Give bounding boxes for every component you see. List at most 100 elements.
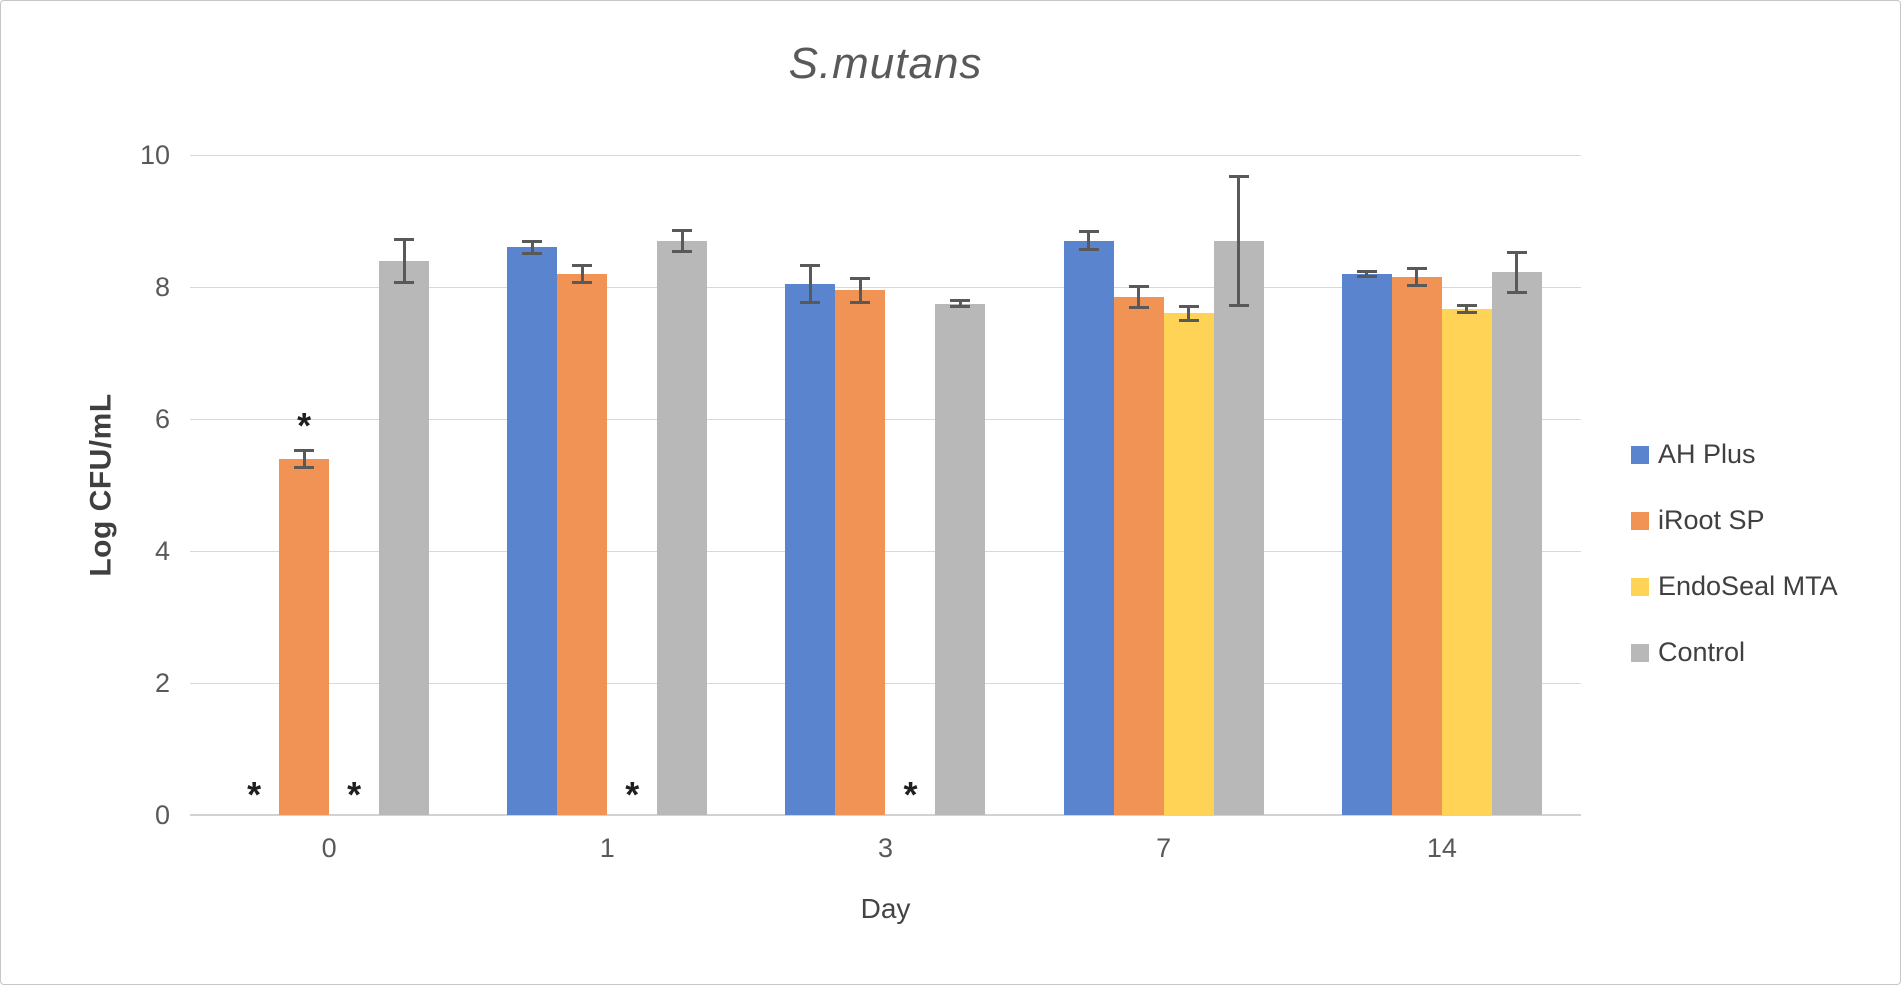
error-bar-ah-plus-day-7: [1078, 230, 1099, 252]
bar-slot-control-day-7: [1213, 155, 1264, 815]
legend-label: AH Plus: [1658, 439, 1756, 469]
x-tick-label: 14: [1426, 833, 1457, 863]
error-bar-cap-bottom: [1078, 248, 1099, 252]
error-bar-endoseal-mta-day-14: [1456, 303, 1477, 315]
error-bar-cap-bottom: [1456, 311, 1477, 315]
bar-control-day-7: [1213, 240, 1264, 815]
gridline: [190, 287, 1581, 288]
bar-ah-plus-day-3: [785, 283, 836, 815]
gridline: [190, 551, 1581, 552]
error-bar-iroot-sp-day-3: [850, 277, 871, 304]
error-bar-stem: [1187, 304, 1191, 322]
gridline: [190, 155, 1581, 156]
error-bar-stem: [580, 263, 584, 284]
legend-label: Control: [1658, 637, 1746, 667]
error-bar-cap-bottom: [950, 305, 971, 309]
error-bar-control-day-0: [394, 237, 415, 284]
error-bar-cap-bottom: [1406, 284, 1427, 287]
x-tick-label: 1: [599, 833, 615, 863]
category-group-day-3: * 3: [746, 155, 1024, 863]
missing-asterisk-endoseal-mta-day-1: *: [625, 774, 640, 815]
error-bar-cap-bottom: [800, 300, 821, 304]
legend-item-control: Control: [1631, 637, 1838, 668]
bar-slot-ah-plus-day-0: *: [229, 155, 279, 815]
bar-slot-endoseal-mta-day-14: [1441, 155, 1492, 815]
bar-endoseal-mta-day-7: [1163, 313, 1214, 815]
missing-asterisk-endoseal-mta-day-3: *: [903, 774, 918, 815]
x-axis-line: [190, 814, 1581, 816]
error-bar-cap-bottom: [394, 280, 415, 284]
legend-swatch-iroot-sp: [1631, 511, 1649, 530]
bar-slot-control-day-0: [379, 155, 430, 815]
category-group-day-0: * * * 0: [190, 155, 468, 863]
bar-slot-ah-plus-day-1: [507, 155, 558, 815]
error-bar-stem: [858, 277, 862, 304]
gridline: [190, 419, 1581, 420]
error-bar-stem: [1365, 269, 1369, 278]
bar-ah-plus-day-1: [507, 247, 558, 815]
error-bar-stem: [1415, 267, 1419, 287]
legend-swatch-endoseal-mta: [1631, 577, 1649, 596]
y-tick-label: 8: [154, 272, 170, 302]
bar-slot-endoseal-mta-day-0: *: [329, 155, 379, 815]
error-bar-iroot-sp-day-7: [1128, 285, 1149, 309]
error-bar-control-day-1: [672, 228, 693, 253]
bar-slot-ah-plus-day-14: [1341, 155, 1392, 815]
error-bar-stem: [1137, 285, 1141, 309]
error-bar-stem: [1515, 250, 1519, 295]
error-bar-iroot-sp-day-14: [1406, 267, 1427, 287]
missing-asterisk-ah-plus-day-0: *: [247, 774, 262, 815]
bar-slot-iroot-sp-day-0: *: [279, 155, 330, 815]
error-bar-cap-bottom: [572, 280, 593, 284]
chart-title: S.mutans: [788, 39, 983, 88]
error-bar-endoseal-mta-day-7: [1178, 304, 1199, 322]
bar-slot-control-day-14: [1491, 155, 1542, 815]
error-bar-cap-bottom: [1228, 303, 1249, 307]
error-bar-ah-plus-day-14: [1356, 269, 1377, 278]
gridline: [190, 683, 1581, 684]
x-tick-label: 7: [1156, 833, 1172, 863]
y-tick-label: 2: [154, 668, 170, 698]
legend-label: EndoSeal MTA: [1658, 571, 1838, 601]
significance-asterisk-iroot-sp-day-0: *: [297, 404, 312, 446]
bar-control-day-14: [1491, 272, 1542, 815]
bar-slot-control-day-3: [935, 155, 986, 815]
bar-slot-endoseal-mta-day-7: [1163, 155, 1214, 815]
error-bar-control-day-14: [1506, 250, 1527, 295]
bar-slot-endoseal-mta-day-3: *: [885, 155, 935, 815]
y-tick-label: 10: [139, 140, 170, 170]
error-bar-stem: [680, 228, 684, 253]
legend-label: iRoot SP: [1658, 505, 1765, 535]
legend-swatch-control: [1631, 643, 1649, 662]
legend-item-endoseal-mta: EndoSeal MTA: [1631, 571, 1838, 602]
error-bar-ah-plus-day-1: [522, 239, 543, 256]
category-group-day-7: 7: [1025, 155, 1303, 863]
bar-slot-iroot-sp-day-1: [557, 155, 608, 815]
x-axis-title: Day: [860, 893, 911, 924]
y-tick-label: 4: [154, 536, 170, 566]
error-bar-control-day-7: [1228, 174, 1249, 307]
error-bar-cap-bottom: [1506, 291, 1527, 295]
bar-ah-plus-day-7: [1063, 240, 1114, 815]
bar-slot-iroot-sp-day-14: [1391, 155, 1442, 815]
x-tick-label: 3: [877, 833, 893, 863]
error-bar-cap-bottom: [1178, 318, 1199, 322]
error-bar-stem: [530, 239, 534, 256]
plot-area: Day 0 2 4 6 8 10 * * * 0 * 1 * 3 7 14: [140, 141, 1581, 924]
bar-slot-control-day-1: [657, 155, 708, 815]
legend-item-ah-plus: AH Plus: [1631, 439, 1838, 470]
error-bar-stem: [302, 448, 306, 469]
legend: AH Plus iRoot SP EndoSeal MTA Control: [1631, 439, 1838, 668]
error-bar-stem: [1087, 230, 1091, 252]
error-bar-stem: [808, 263, 812, 304]
missing-asterisk-endoseal-mta-day-0: *: [347, 774, 362, 815]
bar-slot-iroot-sp-day-7: [1113, 155, 1164, 815]
error-bar-ah-plus-day-3: [800, 263, 821, 304]
bar-control-day-0: [379, 260, 430, 815]
bar-slot-endoseal-mta-day-1: *: [607, 155, 657, 815]
y-tick-label: 6: [154, 404, 170, 434]
error-bar-control-day-3: [950, 298, 971, 309]
error-bar-stem: [1237, 174, 1241, 307]
bar-iroot-sp-day-1: [557, 273, 608, 815]
